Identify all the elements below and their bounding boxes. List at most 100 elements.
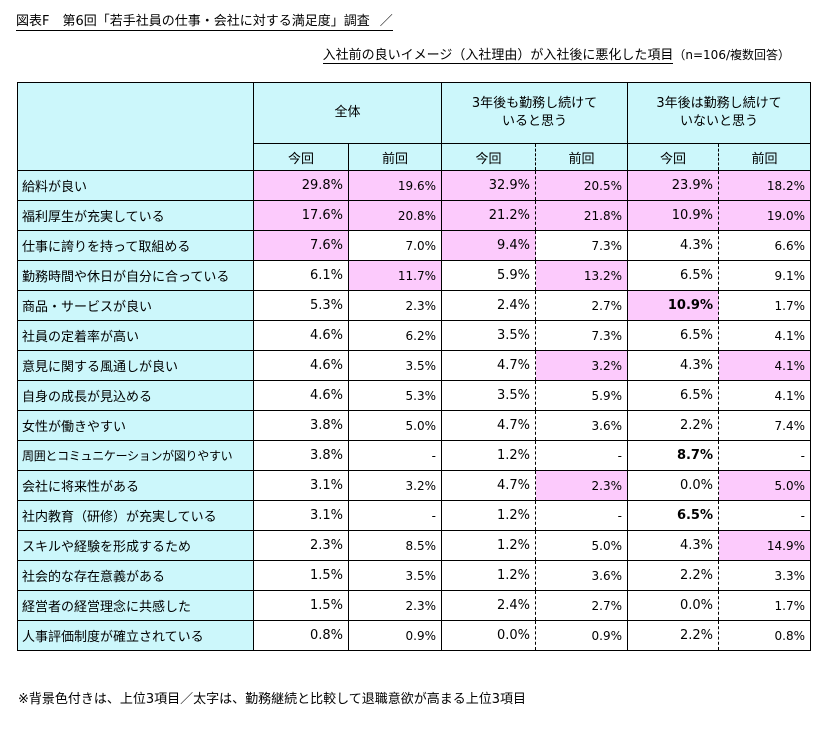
group-header-stay-text: 3年後も勤務し続けて いると思う bbox=[471, 96, 598, 129]
value-cell: 6.5% bbox=[627, 320, 719, 351]
value-cell: 3.5% bbox=[348, 560, 442, 591]
table-row: 商品・サービスが良い 5.3% 2.3% 2.4% 2.7% 10.9% 1.7% bbox=[17, 290, 811, 321]
value-cell: 3.1% bbox=[253, 470, 349, 501]
value-cell: - bbox=[718, 500, 811, 531]
table-body: 給料が良い 29.8% 19.6% 32.9% 20.5% 23.9% 18.2% 福利厚生が… bbox=[17, 170, 811, 651]
value-cell: 1.2% bbox=[441, 440, 536, 471]
value-cell: 8.5% bbox=[348, 530, 442, 561]
value-cell: 1.7% bbox=[718, 290, 811, 321]
value-cell: 4.7% bbox=[441, 470, 536, 501]
table-row: 社会的な存在意義がある 1.5% 3.5% 1.2% 3.6% 2.2% 3.3% bbox=[17, 560, 811, 591]
value-cell: 7.6% bbox=[253, 230, 349, 261]
value-cell: - bbox=[535, 440, 628, 471]
title-slash: ／ bbox=[379, 14, 393, 29]
table-row: 社内教育（研修）が充実している 3.1% -1.2% -6.5% - bbox=[17, 500, 811, 531]
value-cell: - bbox=[718, 440, 811, 471]
value-cell: 8.7% bbox=[627, 440, 719, 471]
value-cell: 1.2% bbox=[441, 530, 536, 561]
value-cell: 4.1% bbox=[718, 350, 811, 381]
value-cell: 19.6% bbox=[348, 170, 442, 201]
value-cell: 2.2% bbox=[627, 560, 719, 591]
subtitle-note: （n=106/複数回答） bbox=[673, 48, 790, 62]
footnote: ※背景色付きは、上位3項目／太字は、勤務継続と比較して退職意欲が高まる上位3項目 bbox=[18, 692, 527, 707]
survey-table: 全体 3年後も勤務し続けて いると思う 3年後は勤務し続けて いないと思う 今回… bbox=[17, 82, 811, 651]
value-cell: 11.7% bbox=[348, 260, 442, 291]
value-cell: 3.6% bbox=[535, 560, 628, 591]
value-cell: - bbox=[348, 500, 442, 531]
table-row: 給料が良い 29.8% 19.6% 32.9% 20.5% 23.9% 18.2% bbox=[17, 170, 811, 201]
table-row: 福利厚生が充実している 17.6% 20.8% 21.2% 21.8% 10.9% 19.0… bbox=[17, 200, 811, 231]
value-cell: 3.2% bbox=[535, 350, 628, 381]
value-cell: 4.3% bbox=[627, 530, 719, 561]
row-label: 人事評価制度が確立されている bbox=[17, 620, 254, 651]
value-cell: 0.0% bbox=[627, 470, 719, 501]
group-header-leave-text: 3年後は勤務し続けて いないと思う bbox=[656, 96, 782, 129]
row-label: 福利厚生が充実している bbox=[17, 200, 254, 231]
value-cell: 4.6% bbox=[253, 350, 349, 381]
value-cell: 7.3% bbox=[535, 320, 628, 351]
value-cell: 20.5% bbox=[535, 170, 628, 201]
table-row: 仕事に誇りを持って取組める 7.6% 7.0% 9.4% 7.3% 4.3% 6.6% bbox=[17, 230, 811, 261]
value-cell: 3.2% bbox=[348, 470, 442, 501]
value-cell: 29.8% bbox=[253, 170, 349, 201]
value-cell: 6.5% bbox=[627, 380, 719, 411]
value-cell: 2.3% bbox=[348, 590, 442, 621]
row-label: スキルや経験を形成するため bbox=[17, 530, 254, 561]
value-cell: 1.2% bbox=[441, 500, 536, 531]
value-cell: - bbox=[535, 500, 628, 531]
row-label: 周囲とコミュニケーションが図りやすい bbox=[17, 440, 254, 471]
value-cell: 6.2% bbox=[348, 320, 442, 351]
value-cell: 3.8% bbox=[253, 440, 349, 471]
sub-header: 前回 bbox=[718, 143, 811, 171]
value-cell: 5.3% bbox=[348, 380, 442, 411]
table-row: 意見に関する風通しが良い 4.6% 3.5% 4.7% 3.2% 4.3% 4.1% bbox=[17, 350, 811, 381]
row-label: 社内教育（研修）が充実している bbox=[17, 500, 254, 531]
value-cell: 2.7% bbox=[535, 290, 628, 321]
figure-title-text: 図表F 第6回「若手社員の仕事・会社に対する満足度」調査 bbox=[16, 14, 370, 29]
value-cell: 6.1% bbox=[253, 260, 349, 291]
row-label: 商品・サービスが良い bbox=[17, 290, 254, 321]
value-cell: 32.9% bbox=[441, 170, 536, 201]
table-row: 勤務時間や休日が自分に合っている 6.1% 11.7% 5.9% 13.2% 6.5% 9.… bbox=[17, 260, 811, 291]
value-cell: 0.9% bbox=[535, 620, 628, 651]
value-cell: 10.9% bbox=[627, 200, 719, 231]
value-cell: 4.3% bbox=[627, 350, 719, 381]
value-cell: 5.0% bbox=[535, 530, 628, 561]
value-cell: 0.8% bbox=[718, 620, 811, 651]
sub-header: 前回 bbox=[535, 143, 628, 171]
value-cell: 4.6% bbox=[253, 380, 349, 411]
header-corner bbox=[17, 82, 254, 171]
value-cell: 4.7% bbox=[441, 410, 536, 441]
table-row: 会社に将来性がある 3.1% 3.2% 4.7% 2.3% 0.0% 5.0% bbox=[17, 470, 811, 501]
row-label: 経営者の経営理念に共感した bbox=[17, 590, 254, 621]
value-cell: 23.9% bbox=[627, 170, 719, 201]
value-cell: 18.2% bbox=[718, 170, 811, 201]
value-cell: 20.8% bbox=[348, 200, 442, 231]
value-cell: 3.3% bbox=[718, 560, 811, 591]
value-cell: 1.5% bbox=[253, 590, 349, 621]
table-row: スキルや経験を形成するため 2.3% 8.5% 1.2% 5.0% 4.3% 14.9% bbox=[17, 530, 811, 561]
row-label: 給料が良い bbox=[17, 170, 254, 201]
value-cell: 7.0% bbox=[348, 230, 442, 261]
value-cell: 3.5% bbox=[441, 320, 536, 351]
figure-title: 図表F 第6回「若手社員の仕事・会社に対する満足度」調査 ／ bbox=[16, 10, 393, 31]
value-cell: 7.4% bbox=[718, 410, 811, 441]
value-cell: 14.9% bbox=[718, 530, 811, 561]
row-label: 会社に将来性がある bbox=[17, 470, 254, 501]
row-label: 仕事に誇りを持って取組める bbox=[17, 230, 254, 261]
value-cell: 2.3% bbox=[535, 470, 628, 501]
value-cell: 5.0% bbox=[718, 470, 811, 501]
value-cell: 7.3% bbox=[535, 230, 628, 261]
value-cell: 2.4% bbox=[441, 590, 536, 621]
value-cell: 17.6% bbox=[253, 200, 349, 231]
value-cell: 6.6% bbox=[718, 230, 811, 261]
value-cell: 6.5% bbox=[627, 260, 719, 291]
value-cell: 1.5% bbox=[253, 560, 349, 591]
value-cell: 0.9% bbox=[348, 620, 442, 651]
row-label: 自身の成長が見込める bbox=[17, 380, 254, 411]
table-subtitle: 入社前の良いイメージ（入社理由）が入社後に悪化した項目（n=106/複数回答） bbox=[322, 44, 790, 64]
value-cell: 5.9% bbox=[441, 260, 536, 291]
value-cell: 2.2% bbox=[627, 410, 719, 441]
value-cell: 3.5% bbox=[441, 380, 536, 411]
value-cell: 21.2% bbox=[441, 200, 536, 231]
